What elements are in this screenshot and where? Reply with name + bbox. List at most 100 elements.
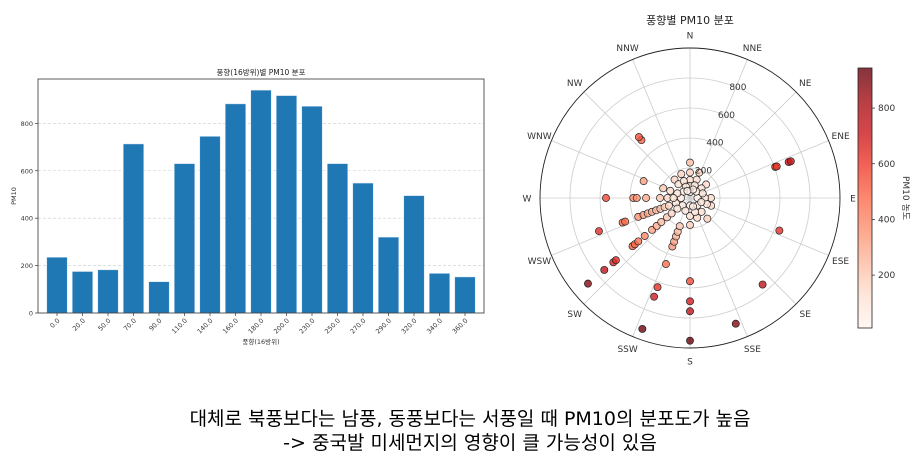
y-tick-label: 0 <box>29 310 33 318</box>
angular-grid-line <box>689 197 797 305</box>
scatter-point <box>669 194 678 202</box>
x-tick-label: 70.0 <box>122 317 138 333</box>
scatter-point <box>594 227 603 236</box>
x-tick-label: 250.0 <box>323 317 342 336</box>
direction-label: NNW <box>616 44 638 54</box>
scatter-point <box>638 324 647 333</box>
radial-tick-label: 400 <box>706 139 723 149</box>
colorbar-bar <box>857 67 873 329</box>
scatter-point <box>657 218 666 227</box>
direction-label: SE <box>800 310 812 320</box>
radial-tick-label: 200 <box>695 166 712 176</box>
radial-tick-label: 800 <box>729 83 746 93</box>
y-tick-label: 400 <box>21 215 33 223</box>
scatter-point <box>677 170 686 178</box>
scatter-point <box>698 189 707 198</box>
scatter-point <box>686 336 694 345</box>
colorbar-tick-label: 600 <box>878 160 895 170</box>
x-tick-label: 140.0 <box>196 317 215 336</box>
scatter-point <box>683 187 692 195</box>
scatter-point <box>667 209 676 218</box>
scatter-point <box>686 277 694 286</box>
colorbar: 200 400 600 800 PM10 농도 <box>857 67 910 329</box>
chart-title: 풍향(16방위)별 PM10 분포 <box>216 67 305 77</box>
scatter-point <box>640 232 649 240</box>
bar <box>225 103 246 314</box>
scatter-point <box>775 226 784 235</box>
direction-label: E <box>850 195 856 205</box>
x-tick-label: 0.0 <box>48 317 61 330</box>
direction-label: WSW <box>528 257 552 267</box>
x-tick-label: 360.0 <box>451 317 470 336</box>
bar <box>454 276 476 314</box>
scatter-point <box>650 292 659 301</box>
angular-grid-line <box>689 91 797 199</box>
scatter-point <box>675 222 684 231</box>
bar <box>250 89 272 314</box>
caption-line-1: 대체로 북풍보다는 남풍, 동풍보다는 서풍일 때 PM10의 분포도가 높음 <box>189 408 751 430</box>
bar <box>199 136 221 314</box>
scatter-point <box>673 204 682 213</box>
bar <box>72 271 93 314</box>
colorbar-label: PM10 농도 <box>900 176 910 220</box>
colorbar-tick-label: 200 <box>878 271 895 281</box>
angular-grid-line <box>689 140 829 199</box>
scatter-point <box>758 280 767 289</box>
x-tick-label: 20.0 <box>71 317 87 333</box>
scatter-point <box>584 279 592 288</box>
scatter-point <box>695 168 704 177</box>
scatter-point <box>666 186 675 195</box>
direction-label: ENE <box>832 132 850 142</box>
direction-label: NE <box>799 79 812 89</box>
scatter-point <box>639 177 648 186</box>
y-tick-label: 200 <box>21 262 33 270</box>
direction-label: WNW <box>527 132 552 142</box>
angular-grid-line <box>689 197 748 337</box>
scatter-point <box>634 237 643 246</box>
bar <box>148 281 170 314</box>
y-axis-label: PM10 <box>10 187 18 205</box>
scatter-point <box>600 265 609 274</box>
scatter-point <box>731 319 740 328</box>
scatter-point <box>686 158 694 167</box>
x-axis-label: 풍향(16방위) <box>242 337 279 346</box>
scatter-point <box>656 194 664 202</box>
y-tick-label: 800 <box>21 120 33 128</box>
bar <box>174 163 195 314</box>
plot-frame <box>37 78 485 314</box>
x-tick-label: 230.0 <box>298 317 317 336</box>
bar <box>97 269 119 314</box>
direction-label: NNE <box>743 44 762 54</box>
direction-label: W <box>523 195 532 205</box>
direction-label: S <box>687 358 693 368</box>
x-tick-label: 200.0 <box>272 317 291 336</box>
bar <box>46 257 68 314</box>
angular-grid-line <box>632 197 691 337</box>
scatter-point <box>703 214 712 223</box>
radial-tick-label: 600 <box>718 111 735 121</box>
scatter-point <box>686 168 694 177</box>
direction-label: SSE <box>744 345 761 355</box>
x-tick-label: 180.0 <box>247 317 266 336</box>
scatter-point <box>689 202 698 211</box>
direction-label: N <box>687 32 694 42</box>
colorbar-tick-label: 400 <box>878 215 895 225</box>
bar <box>429 273 450 314</box>
bar <box>403 195 425 314</box>
x-tick-label: 110.0 <box>170 317 189 336</box>
scatter-point <box>664 201 673 210</box>
x-tick-label: 160.0 <box>221 317 240 336</box>
scatter-point <box>686 307 694 316</box>
scatter-point <box>661 260 670 269</box>
polar-chart: N NNE NE ENE E ESE SE SSE S SSW SW WSW W WNW NW NNW 200 4… <box>523 14 857 368</box>
scatter-point <box>681 206 690 215</box>
x-tick-label: 320.0 <box>400 317 419 336</box>
scatter-point <box>659 184 668 193</box>
y-tick-label: 600 <box>21 167 33 175</box>
scatter-point <box>632 194 641 202</box>
scatter-point <box>786 157 795 166</box>
polar-frame <box>539 47 841 349</box>
bar <box>378 236 399 314</box>
scatter-point <box>621 217 630 226</box>
